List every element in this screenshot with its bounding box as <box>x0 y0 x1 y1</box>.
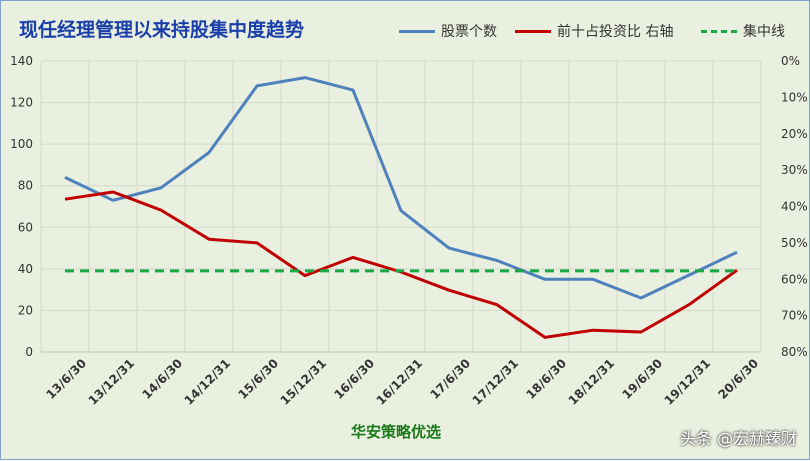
series-line-1 <box>64 190 738 339</box>
chart-title: 现任经理管理以来持股集中度趋势 <box>19 19 305 41</box>
y-right-tick-label: 0% <box>781 54 800 68</box>
y-left-tick-label: 0 <box>25 345 33 359</box>
fund-name: 华安策略优选 <box>350 423 441 441</box>
y-left-tick-label: 120 <box>10 96 33 110</box>
x-tick-label: 17/6/30 <box>428 356 474 402</box>
legend-item-concentration-line: 集中线 <box>701 19 785 43</box>
x-tick-label: 13/6/30 <box>44 356 90 402</box>
y-right-tick-label: 20% <box>781 127 808 141</box>
x-tick-label: 18/12/31 <box>566 356 618 408</box>
y-left-tick-label: 20 <box>18 303 33 317</box>
y-left-tick-label: 40 <box>18 262 33 276</box>
y-left-tick-label: 60 <box>18 220 33 234</box>
x-tick-label: 15/6/30 <box>236 356 282 402</box>
y-right-tick-label: 80% <box>781 345 808 359</box>
watermark: 头条 @宏赫臻财 <box>679 429 797 448</box>
x-tick-label: 15/12/31 <box>278 356 330 408</box>
x-tick-label: 17/12/31 <box>470 356 522 408</box>
x-tick-label: 19/6/30 <box>620 356 666 402</box>
x-tick-label: 16/6/30 <box>332 356 378 402</box>
x-tick-label: 14/12/31 <box>182 356 234 408</box>
y-right-tick-label: 70% <box>781 309 808 323</box>
legend-label-top10-ratio: 前十占投资比 右轴 <box>557 24 674 40</box>
x-tick-label: 19/12/31 <box>662 356 714 408</box>
x-tick-label: 13/12/31 <box>86 356 138 408</box>
y-right-tick-label: 60% <box>781 272 808 286</box>
y-right-tick-label: 10% <box>781 90 808 104</box>
y-left-tick-label: 140 <box>10 54 33 68</box>
legend-swatch-stock-count <box>399 29 435 33</box>
legend-swatch-concentration-line <box>701 29 737 33</box>
legend-label-concentration-line: 集中线 <box>743 24 785 40</box>
x-tick-label: 20/6/30 <box>716 356 762 402</box>
y-right-tick-label: 40% <box>781 200 808 214</box>
y-left-tick-label: 100 <box>10 137 33 151</box>
legend-item-stock-count: 股票个数 <box>399 19 497 43</box>
legend-swatch-top10-ratio <box>515 29 551 33</box>
x-tick-label: 18/6/30 <box>524 356 570 402</box>
y-left-tick-label: 80 <box>18 179 33 193</box>
series-line-0 <box>64 76 738 300</box>
y-right-tick-label: 30% <box>781 163 808 177</box>
legend-item-top10-ratio: 前十占投资比 右轴 <box>515 19 673 43</box>
legend-label-stock-count: 股票个数 <box>441 24 497 40</box>
x-tick-label: 16/12/31 <box>374 356 426 408</box>
x-tick-label: 14/6/30 <box>140 356 186 402</box>
y-right-tick-label: 50% <box>781 236 808 250</box>
